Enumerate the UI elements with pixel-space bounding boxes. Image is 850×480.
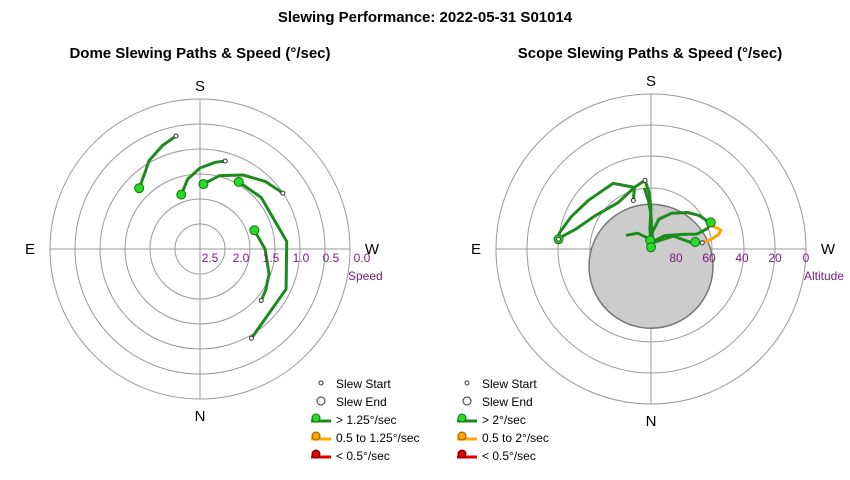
scope-dir-right: W [821,241,836,258]
slew-start-marker [173,133,179,139]
slow-speed-line-icon [457,449,477,459]
dome-slew-paths [137,134,289,340]
legend-label: < 0.5°/sec [336,449,390,463]
scope-tick-label: 80 [669,251,683,265]
dome-dir-bottom: N [195,408,206,425]
scope-dir-left: E [471,241,481,258]
slew-path [237,180,289,340]
slew-end-marker-icon [462,396,472,406]
slew-start-marker [630,197,636,203]
fast-speed-line-icon [311,413,331,423]
scope-tick-label: 0 [803,251,810,265]
slew-end-marker [646,242,657,253]
slew-end-marker-icon [316,396,326,406]
dome-radial-axis-label: Speed [348,269,383,283]
slew-path [649,211,712,249]
slew-path [252,228,271,302]
scope-radial-axis-label: Altitude [804,269,844,283]
dome-tick-label: 1.0 [293,251,310,265]
slew-start-marker [556,236,562,242]
slew-end-marker [705,217,716,228]
legend-label: < 0.5°/sec [482,449,536,463]
legend-label: Slew End [336,395,387,409]
slew-start-marker-icon [318,380,324,386]
dome-tick-label: 1.5 [263,251,280,265]
slew-path [557,181,636,241]
legend-label: Slew Start [482,377,537,391]
slew-path [179,159,227,197]
dome-dir-left: E [25,241,35,258]
dome-chart-title: Dome Slewing Paths & Speed (°/sec) [69,45,331,62]
slew-start-marker [699,240,705,246]
legend-label: > 2°/sec [482,413,526,427]
legend-label: Slew End [482,395,533,409]
slew-start-marker-icon [464,380,470,386]
slow-speed-line-icon [311,449,331,459]
slew-start-marker [249,335,254,341]
medium-speed-line-icon [457,431,477,441]
slew-end-marker [690,236,701,247]
page-title: Slewing Performance: 2022-05-31 S01014 [277,9,573,26]
slew-start-marker [222,158,228,164]
scope-dir-bottom: N [646,413,657,430]
dome-tick-label: 2.0 [233,251,250,265]
legend-label: > 1.25°/sec [336,413,397,427]
scope-axis-labels: S E W N 80 60 40 20 0 Altitude [471,73,844,430]
scope-chart-title: Scope Slewing Paths & Speed (°/sec) [517,45,783,62]
slew-path [201,173,285,195]
dome-dir-top: S [195,78,205,95]
dome-dir-right: W [365,241,380,258]
scope-slew-markers [553,177,716,253]
slew-end-marker [134,183,145,194]
slew-path [700,223,723,245]
dome-axis-labels: S E W N 2.5 2.0 1.5 1.0 0.5 0.0 Speed [25,78,383,425]
slew-start-marker [280,190,286,196]
slew-path [137,134,178,190]
scope-grid [495,93,807,405]
scope-tick-label: 20 [768,251,782,265]
slew-end-marker [198,179,209,190]
scope-dir-top: S [646,73,656,90]
dome-grid [49,98,351,400]
dome-tick-label: 0.5 [323,251,340,265]
slew-end-marker [176,189,187,200]
dome-slew-markers [134,133,286,341]
legend-label: 0.5 to 2°/sec [482,431,549,445]
legend-label: 0.5 to 1.25°/sec [336,431,420,445]
scope-tick-label: 40 [735,251,749,265]
dome-tick-label: 0.0 [354,251,371,265]
scope-tick-label: 60 [702,251,716,265]
fast-speed-line-icon [457,413,477,423]
medium-speed-line-icon [311,431,331,441]
dome-tick-label: 2.5 [202,251,219,265]
slew-end-marker [233,176,244,187]
legend-label: Slew Start [336,377,391,391]
slew-start-marker [642,177,648,183]
dome-polar-plot: S E W N 2.5 2.0 1.5 1.0 0.5 0.0 Speed [25,78,383,425]
slew-start-marker [258,297,264,303]
slew-end-marker [249,225,260,236]
scope-polar-plot: S E W N 80 60 40 20 0 Altitude [471,73,844,430]
